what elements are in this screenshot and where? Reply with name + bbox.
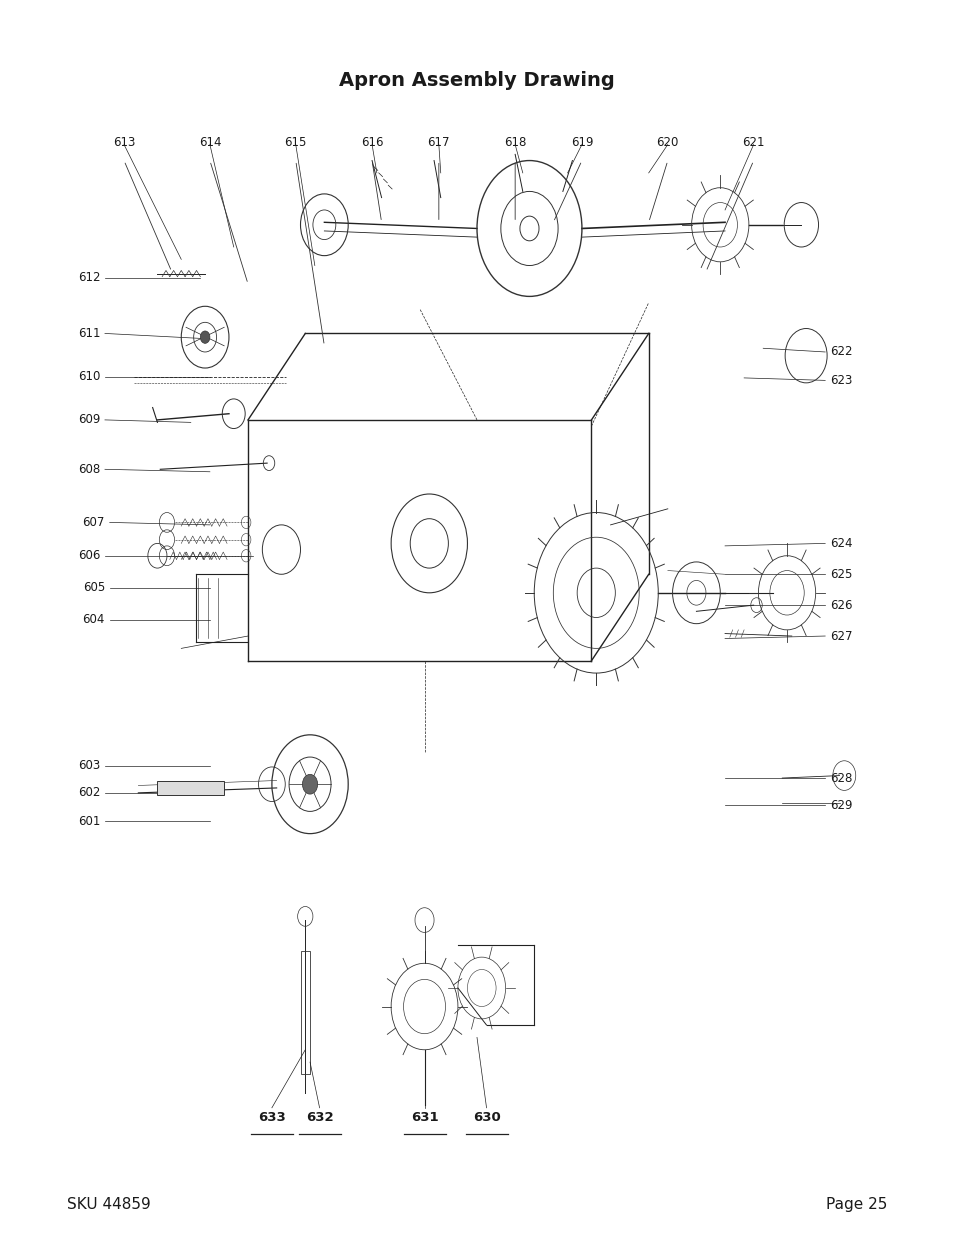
- Bar: [300, 951, 310, 1074]
- Text: 610: 610: [78, 370, 100, 383]
- Text: 611: 611: [77, 327, 100, 340]
- Text: 608: 608: [78, 463, 100, 475]
- Text: 604: 604: [83, 614, 105, 626]
- Text: 609: 609: [78, 414, 100, 426]
- Bar: [157, 781, 224, 795]
- Text: 625: 625: [829, 568, 851, 580]
- Text: 621: 621: [741, 136, 764, 148]
- Text: 605: 605: [83, 582, 105, 594]
- Text: Apron Assembly Drawing: Apron Assembly Drawing: [338, 70, 615, 90]
- Text: 632: 632: [306, 1112, 333, 1124]
- Text: 619: 619: [570, 136, 593, 148]
- Text: 618: 618: [503, 136, 526, 148]
- Text: 620: 620: [656, 136, 679, 148]
- Text: 623: 623: [829, 374, 851, 387]
- Text: 614: 614: [198, 136, 221, 148]
- Text: 602: 602: [78, 787, 100, 799]
- Text: SKU 44859: SKU 44859: [67, 1197, 151, 1212]
- Text: 617: 617: [427, 136, 450, 148]
- Text: 630: 630: [472, 1112, 500, 1124]
- Text: 615: 615: [284, 136, 307, 148]
- Text: 633: 633: [257, 1112, 286, 1124]
- Text: 612: 612: [77, 272, 100, 284]
- Text: 616: 616: [360, 136, 383, 148]
- Text: 603: 603: [78, 760, 100, 772]
- Text: 628: 628: [829, 772, 851, 784]
- Text: 631: 631: [411, 1112, 437, 1124]
- Text: 613: 613: [112, 136, 135, 148]
- Text: 626: 626: [829, 599, 852, 611]
- Text: 627: 627: [829, 630, 852, 642]
- Text: 629: 629: [829, 799, 852, 811]
- Text: 607: 607: [83, 516, 105, 529]
- Text: 606: 606: [78, 550, 100, 562]
- Text: 601: 601: [78, 815, 100, 827]
- Circle shape: [302, 774, 317, 794]
- Text: Page 25: Page 25: [825, 1197, 886, 1212]
- Circle shape: [200, 331, 210, 343]
- Text: 622: 622: [829, 346, 852, 358]
- Text: 624: 624: [829, 537, 852, 550]
